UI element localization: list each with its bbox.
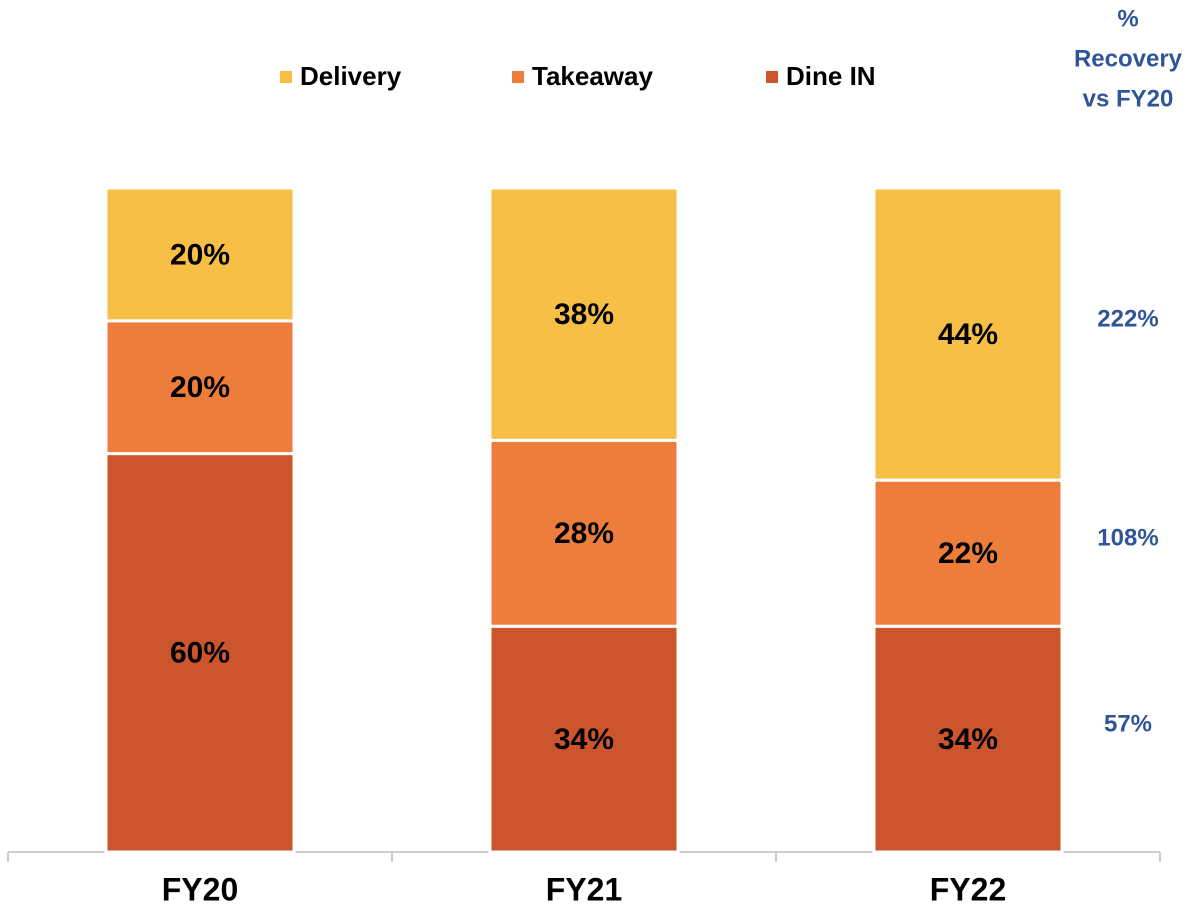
data-label: 34%	[554, 723, 614, 756]
bar-segment	[872, 186, 1064, 482]
data-label: 44%	[938, 318, 998, 351]
bar-segment	[488, 186, 680, 442]
bar-segment	[872, 478, 1064, 628]
legend-label: Takeaway	[532, 61, 653, 91]
bar-segment	[872, 624, 1064, 854]
recovery-label: 57%	[1104, 710, 1152, 737]
legend-swatch	[512, 71, 524, 83]
data-label: 60%	[170, 637, 230, 670]
legend-swatch	[766, 71, 778, 83]
data-label: 20%	[170, 371, 230, 404]
bar-segment	[104, 452, 296, 854]
recovery-title: Recovery	[1074, 45, 1183, 72]
recovery-title: vs FY20	[1083, 85, 1174, 112]
x-tick-label: FY20	[162, 871, 238, 907]
recovery-label: 222%	[1097, 305, 1158, 332]
recovery-title: %	[1117, 5, 1138, 32]
bar-segment	[104, 319, 296, 456]
recovery-label: 108%	[1097, 525, 1158, 552]
legend-label: Delivery	[300, 61, 402, 91]
data-label: 20%	[170, 238, 230, 271]
x-tick-label: FY21	[546, 871, 622, 907]
data-label: 22%	[938, 537, 998, 570]
data-label: 38%	[554, 298, 614, 331]
legend-label: Dine IN	[786, 61, 876, 91]
data-label: 28%	[554, 517, 614, 550]
legend-swatch	[280, 71, 292, 83]
bar-segment	[104, 186, 296, 323]
x-tick-label: FY22	[930, 871, 1006, 907]
data-label: 34%	[938, 723, 998, 756]
